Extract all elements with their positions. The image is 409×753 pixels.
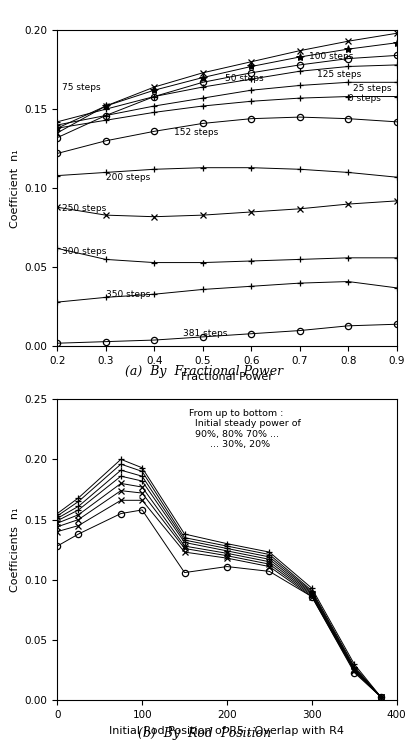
Text: 350 steps: 350 steps — [106, 290, 150, 299]
Text: 50 steps: 50 steps — [225, 74, 263, 83]
Text: 300 steps: 300 steps — [62, 247, 106, 256]
Text: 250 steps: 250 steps — [62, 204, 106, 213]
Text: 75 steps: 75 steps — [62, 84, 101, 93]
Text: 0 steps: 0 steps — [348, 93, 381, 102]
Text: (b)  By  Rod  Position: (b) By Rod Position — [138, 727, 271, 739]
Text: (a)  By  Fractional Power: (a) By Fractional Power — [126, 365, 283, 378]
X-axis label: Initial Rod Position of R5 , Overlap with R4: Initial Rod Position of R5 , Overlap wit… — [110, 726, 344, 736]
Text: 125 steps: 125 steps — [317, 70, 361, 79]
Y-axis label: Coefficients  n₁: Coefficients n₁ — [10, 508, 20, 592]
Text: 152 steps: 152 steps — [174, 129, 218, 137]
Text: 25 steps: 25 steps — [353, 84, 391, 93]
X-axis label: Fractional Power: Fractional Power — [181, 372, 273, 382]
Y-axis label: Coefficient  n₁: Coefficient n₁ — [10, 149, 20, 227]
Text: 381 steps: 381 steps — [183, 329, 228, 338]
Text: 200 steps: 200 steps — [106, 173, 150, 182]
Text: 100 steps: 100 steps — [310, 52, 354, 61]
Text: From up to bottom :
  Initial steady power of
  90%, 80% 70% ...
       ... 30%,: From up to bottom : Initial steady power… — [189, 409, 301, 449]
